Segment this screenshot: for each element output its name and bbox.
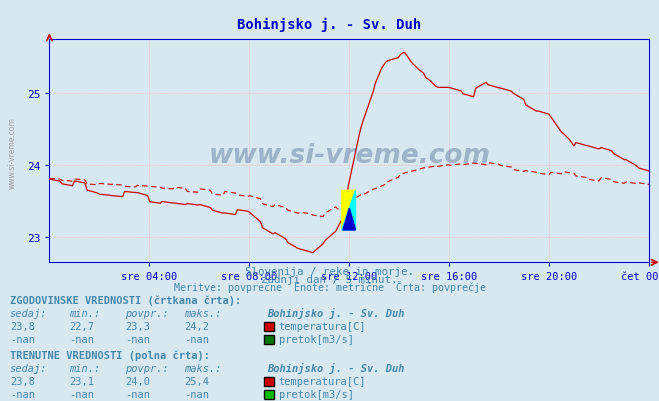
Text: -nan: -nan bbox=[125, 334, 150, 344]
Text: www.si-vreme.com: www.si-vreme.com bbox=[8, 117, 17, 188]
Text: -nan: -nan bbox=[69, 334, 94, 344]
Text: maks.:: maks.: bbox=[185, 308, 222, 318]
Text: 23,3: 23,3 bbox=[125, 321, 150, 331]
Text: ZGODOVINSKE VREDNOSTI (črtkana črta):: ZGODOVINSKE VREDNOSTI (črtkana črta): bbox=[10, 294, 241, 305]
Text: 22,7: 22,7 bbox=[69, 321, 94, 331]
Text: min.:: min.: bbox=[69, 363, 100, 373]
Text: min.:: min.: bbox=[69, 308, 100, 318]
Text: 24,0: 24,0 bbox=[125, 376, 150, 386]
Text: -nan: -nan bbox=[185, 389, 210, 399]
Text: sedaj:: sedaj: bbox=[10, 308, 47, 318]
Text: 23,8: 23,8 bbox=[10, 321, 35, 331]
Text: Bohinjsko j. - Sv. Duh: Bohinjsko j. - Sv. Duh bbox=[267, 307, 405, 318]
Text: pretok[m3/s]: pretok[m3/s] bbox=[279, 389, 354, 399]
Text: Meritve: povprečne  Enote: metrične  Črta: povprečje: Meritve: povprečne Enote: metrične Črta:… bbox=[173, 280, 486, 292]
Text: -nan: -nan bbox=[10, 389, 35, 399]
Text: temperatura[C]: temperatura[C] bbox=[279, 376, 366, 386]
Text: sedaj:: sedaj: bbox=[10, 363, 47, 373]
Text: zadnji dan / 5 minut.: zadnji dan / 5 minut. bbox=[261, 274, 398, 284]
Text: povpr.:: povpr.: bbox=[125, 308, 169, 318]
Polygon shape bbox=[342, 191, 355, 230]
Text: 23,1: 23,1 bbox=[69, 376, 94, 386]
Text: maks.:: maks.: bbox=[185, 363, 222, 373]
Text: -nan: -nan bbox=[10, 334, 35, 344]
Polygon shape bbox=[343, 209, 355, 230]
Text: Bohinjsko j. - Sv. Duh: Bohinjsko j. - Sv. Duh bbox=[267, 362, 405, 373]
Text: Bohinjsko j. - Sv. Duh: Bohinjsko j. - Sv. Duh bbox=[237, 18, 422, 32]
Text: www.si-vreme.com: www.si-vreme.com bbox=[208, 143, 490, 169]
Text: temperatura[C]: temperatura[C] bbox=[279, 321, 366, 331]
Text: 24,2: 24,2 bbox=[185, 321, 210, 331]
Text: -nan: -nan bbox=[185, 334, 210, 344]
Text: 23,8: 23,8 bbox=[10, 376, 35, 386]
Text: TRENUTNE VREDNOSTI (polna črta):: TRENUTNE VREDNOSTI (polna črta): bbox=[10, 349, 210, 360]
Text: -nan: -nan bbox=[125, 389, 150, 399]
Text: povpr.:: povpr.: bbox=[125, 363, 169, 373]
Text: -nan: -nan bbox=[69, 389, 94, 399]
Polygon shape bbox=[342, 191, 355, 230]
Text: pretok[m3/s]: pretok[m3/s] bbox=[279, 334, 354, 344]
Text: 25,4: 25,4 bbox=[185, 376, 210, 386]
Text: Slovenija / reke in morje.: Slovenija / reke in morje. bbox=[245, 267, 414, 277]
